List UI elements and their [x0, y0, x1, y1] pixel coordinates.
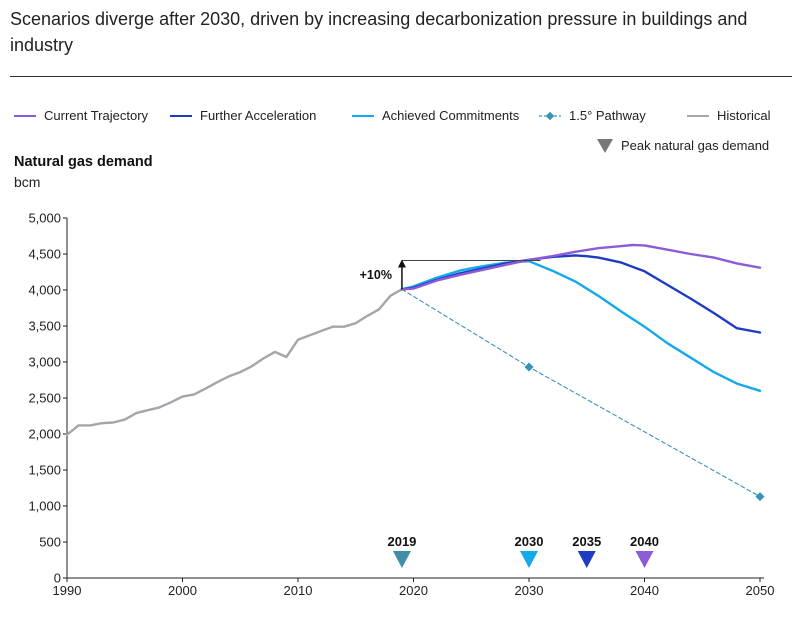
series-line-current-trajectory — [400, 243, 762, 291]
data-point-1-5-pathway — [524, 362, 534, 372]
legend-item-further-acceleration: Further Acceleration — [170, 108, 316, 123]
peak-year-label: 2030 — [515, 534, 544, 549]
annotation-label: +10% — [360, 268, 392, 282]
legend-label-further-acceleration: Further Acceleration — [200, 108, 317, 123]
peak-year-label: 2040 — [630, 534, 659, 549]
x-tick-label: 2050 — [746, 583, 775, 598]
legend-swatch-achieved-commitments — [352, 114, 374, 117]
chart-title: Scenarios diverge after 2030, driven by … — [10, 9, 748, 55]
axes: 0 500 1,000 1,500 2,000 2,500 3,000 3,500 4,000 4… — [28, 211, 774, 599]
y-tick-label: 2,000 — [28, 427, 61, 442]
x-tick-label: 2020 — [399, 583, 428, 598]
annotation-arrow-head — [397, 259, 406, 268]
legend-label-peak: Peak natural gas demand — [621, 138, 770, 153]
y-tick-label: 4,000 — [28, 283, 61, 298]
legend-item-peak: Peak natural gas demand — [597, 138, 769, 153]
y-tick-label: 3,500 — [28, 319, 61, 334]
y-tick-label: 500 — [39, 535, 61, 550]
legend-label-historical: Historical — [717, 108, 771, 123]
y-tick-label: 2,500 — [28, 391, 61, 406]
y-axis-unit: bcm — [14, 174, 41, 190]
x-tick-label: 2000 — [168, 583, 197, 598]
legend-item-historical: Historical — [687, 108, 770, 123]
title-divider — [10, 76, 792, 77]
data-point-1-5-pathway — [755, 492, 765, 502]
legend-label-achieved-commitments: Achieved Commitments — [382, 108, 520, 123]
chart-legend: Current Trajectory Further Acceleration … — [12, 108, 792, 128]
x-tick-label: 2030 — [515, 583, 544, 598]
legend-item-achieved-commitments: Achieved Commitments — [352, 108, 519, 123]
peak-year-label: 2019 — [387, 534, 416, 549]
legend-item-1-5-pathway: 1.5° Pathway — [539, 108, 646, 123]
y-tick-label: 0 — [54, 571, 61, 586]
peak-marker-triangle — [577, 551, 596, 568]
y-tick-label: 5,000 — [28, 211, 61, 226]
series-lines — [65, 243, 765, 502]
peak-marker-triangle — [520, 551, 538, 568]
y-tick-label: 4,500 — [28, 247, 61, 262]
y-tick-label: 1,500 — [28, 463, 61, 478]
x-tick-label: 2010 — [284, 583, 313, 598]
series-line-historical — [65, 288, 404, 436]
series-line-further-acceleration — [400, 254, 762, 334]
x-tick-label: 2040 — [630, 583, 659, 598]
legend-swatch-historical — [687, 114, 709, 117]
peak-triangle-icon — [597, 138, 613, 153]
legend-swatch-1-5-pathway — [539, 111, 561, 120]
legend-label-1-5-pathway: 1.5° Pathway — [569, 108, 646, 123]
legend-swatch-further-acceleration — [170, 114, 192, 117]
legend-swatch-current-trajectory — [14, 114, 36, 117]
annotation-group: +10% — [360, 259, 541, 290]
legend-label-current-trajectory: Current Trajectory — [44, 108, 149, 123]
y-tick-label: 1,000 — [28, 499, 61, 514]
y-tick-label: 3,000 — [28, 355, 61, 370]
peak-marker-triangle — [392, 551, 411, 568]
peak-markers: 2019 2030 2035 2040 — [387, 534, 659, 568]
peak-marker-triangle — [635, 551, 654, 568]
series-line-achieved-commitments — [400, 260, 762, 392]
legend-item-current-trajectory: Current Trajectory — [14, 108, 148, 123]
y-axis-title: Natural gas demand — [14, 154, 153, 170]
series-line-1-5-pathway — [401, 288, 761, 498]
peak-year-label: 2035 — [572, 534, 601, 549]
x-tick-label: 1990 — [53, 583, 82, 598]
